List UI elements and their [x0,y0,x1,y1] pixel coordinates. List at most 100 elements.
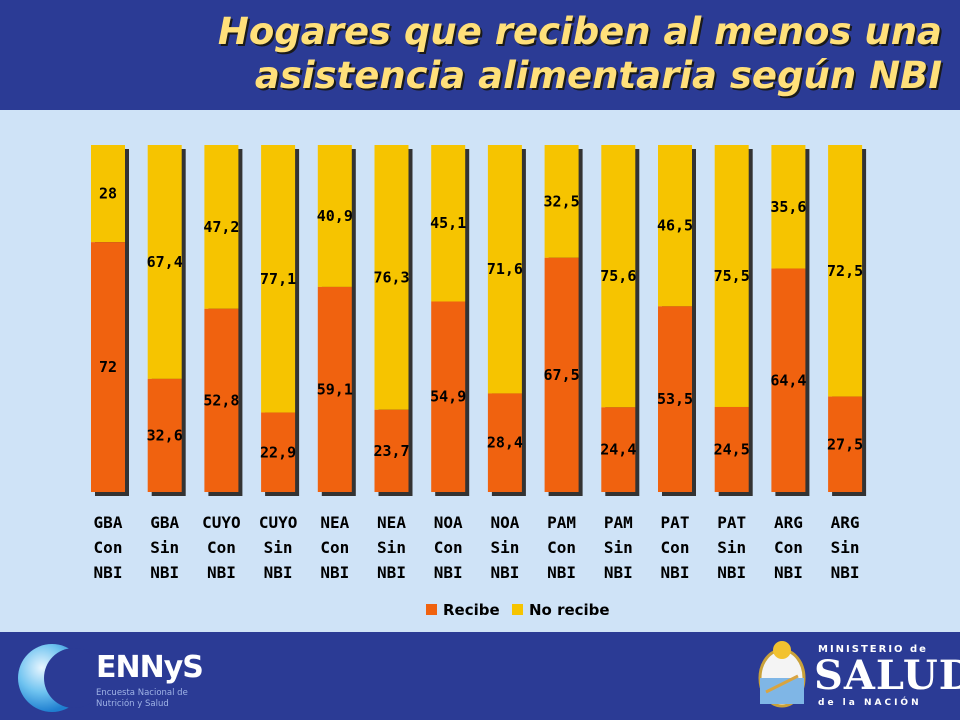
category-label: NEA [377,513,406,532]
legend-swatch-no-recibe [512,604,523,615]
category-label: PAT [661,513,690,532]
bar-no-recibe [317,145,352,287]
data-label-no-recibe: 28 [99,185,117,203]
bar-recibe [431,301,466,492]
category-label: NBI [490,563,519,582]
category-label: Sin [490,538,519,557]
bar-no-recibe [431,145,466,302]
bar-recibe [771,268,806,492]
bar-recibe [317,286,352,492]
category-label: NOA [434,513,463,532]
category-label: NOA [490,513,519,532]
category-label: Sin [264,538,293,557]
data-label-no-recibe: 46,5 [657,217,693,235]
ministry-main-text: SALUD [814,652,960,699]
data-label-no-recibe: 72,5 [827,262,863,280]
bar-recibe [261,412,296,492]
category-label: Sin [150,538,179,557]
category-label: CUYO [202,513,241,532]
ministerio-salud-logo: MINISTERIO de SALUD de la NACIÓN [752,636,960,716]
data-label-recibe: 27,5 [827,435,863,453]
category-label: ARG [774,513,803,532]
bar-recibe [544,257,579,492]
data-label-recibe: 72 [99,358,117,376]
data-label-no-recibe: 40,9 [317,207,353,225]
category-label: Con [94,538,123,557]
bar-no-recibe [261,145,296,413]
bar-recibe [204,308,239,492]
ennys-subtitle: Encuesta Nacional de Nutrición y Salud [96,688,188,709]
data-label-no-recibe: 75,5 [714,267,750,285]
bar-no-recibe [91,145,125,243]
category-label: Con [207,538,236,557]
category-label: Sin [717,538,746,557]
category-label: NBI [377,563,406,582]
category-label: CUYO [259,513,298,532]
ennys-wordmark: ENNyS [96,650,204,685]
category-label: NBI [547,563,576,582]
category-label: NBI [831,563,860,582]
bar-no-recibe [658,145,692,307]
bar-no-recibe [771,145,806,269]
data-label-recibe: 32,6 [147,426,183,444]
category-label: NBI [661,563,690,582]
category-label: NBI [150,563,179,582]
data-label-recibe: 53,5 [657,390,693,408]
data-label-recibe: 52,8 [203,391,239,409]
data-label-no-recibe: 71,6 [487,260,523,278]
bar-recibe [91,242,125,492]
category-label: Con [320,538,349,557]
category-label: NBI [94,563,123,582]
data-label-no-recibe: 77,1 [260,270,296,288]
category-label: NBI [434,563,463,582]
category-label: NBI [717,563,746,582]
legend-label-no-recibe: No recibe [529,601,610,619]
data-label-no-recibe: 47,2 [203,218,239,236]
category-label: ARG [831,513,860,532]
data-label-recibe: 23,7 [373,442,409,460]
bar-no-recibe [487,145,522,394]
bar-no-recibe [828,145,863,397]
category-label: Sin [377,538,406,557]
ennys-globe-icon [18,644,104,712]
bar-no-recibe [204,145,239,309]
data-label-recibe: 54,9 [430,388,466,406]
stacked-bar-chart: 28 72 GBA Con NBI 67,4 32,6 GBA Sin NBI 47,2 52,8 CU… [91,145,867,619]
bar-no-recibe [714,145,749,407]
bar-no-recibe [374,145,409,410]
bar-recibe [658,306,692,492]
category-label: NBI [264,563,293,582]
ministry-top-text: MINISTERIO de [818,644,928,655]
data-label-no-recibe: 67,4 [147,253,183,271]
argentina-coat-of-arms-icon [758,641,806,708]
page-title: Hogares que reciben al menos una asisten… [217,10,942,97]
category-label: Sin [831,538,860,557]
data-label-recibe: 67,5 [544,366,580,384]
bar-recibe [487,393,522,492]
legend-label-recibe: Recibe [443,601,500,619]
legend-swatch-recibe [426,604,437,615]
category-label: Con [547,538,576,557]
data-label-no-recibe: 75,6 [600,267,636,285]
data-label-recibe: 24,5 [714,440,750,458]
category-label: NBI [207,563,236,582]
header-bar: Hogares que reciben al menos una asisten… [0,0,960,110]
ennys-logo: ENNyS Encuesta Nacional de Nutrición y S… [12,640,212,714]
data-label-no-recibe: 35,6 [770,198,806,216]
data-label-no-recibe: 76,3 [373,268,409,286]
data-label-no-recibe: 32,5 [544,192,580,210]
data-label-recibe: 22,9 [260,443,296,461]
data-label-recibe: 28,4 [487,434,523,452]
category-label: NBI [774,563,803,582]
ministry-bottom-text: de la NACIÓN [818,698,922,708]
bar-recibe [374,409,409,492]
data-label-recibe: 24,4 [600,441,636,459]
category-label: PAM [604,513,633,532]
bar-no-recibe [601,145,636,408]
data-label-recibe: 59,1 [317,380,353,398]
category-label: Sin [604,538,633,557]
category-label: NEA [320,513,349,532]
category-label: NBI [604,563,633,582]
bar-no-recibe [147,145,182,379]
category-label: NBI [320,563,349,582]
